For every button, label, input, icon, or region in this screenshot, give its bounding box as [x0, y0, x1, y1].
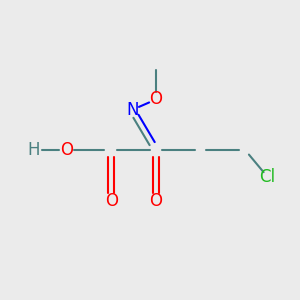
Text: H: H: [28, 141, 40, 159]
Text: O: O: [60, 141, 73, 159]
Text: N: N: [126, 101, 138, 119]
Text: O: O: [149, 191, 162, 209]
Text: Cl: Cl: [259, 168, 275, 186]
Text: O: O: [105, 191, 118, 209]
Text: O: O: [149, 91, 162, 109]
